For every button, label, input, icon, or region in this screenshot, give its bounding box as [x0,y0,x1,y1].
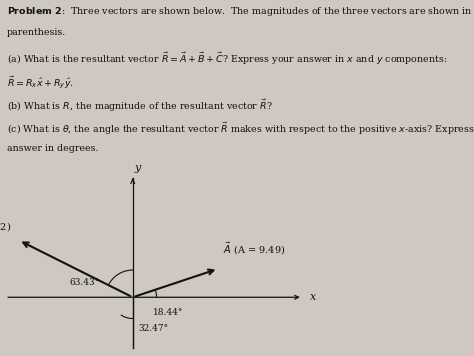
Text: x: x [310,292,316,302]
Text: (b) What is $R$, the magnitude of the resultant vector $\vec{R}$?: (b) What is $R$, the magnitude of the re… [7,98,273,114]
Text: answer in degrees.: answer in degrees. [7,143,99,152]
Text: (c) What is $\theta$, the angle the resultant vector $\vec{R}$ makes with respec: (c) What is $\theta$, the angle the resu… [7,120,474,137]
Text: y: y [135,163,141,173]
Text: $\vec{R} = R_x\hat{x} + R_y\hat{y}$.: $\vec{R} = R_x\hat{x} + R_y\hat{y}$. [7,74,74,91]
Text: (a) What is the resultant vector $\vec{R} = \vec{A} + \vec{B} + \vec{C}$? Expres: (a) What is the resultant vector $\vec{R… [7,51,447,67]
Text: parenthesis.: parenthesis. [7,28,66,37]
Text: 63.43°: 63.43° [69,278,100,287]
Text: 18.44°: 18.44° [153,308,183,317]
Text: $\vec{A}$ (A = 9.49): $\vec{A}$ (A = 9.49) [223,240,286,257]
Text: $\vec{B}$ (B = 13.42): $\vec{B}$ (B = 13.42) [0,218,11,234]
Text: 32.47°: 32.47° [139,324,169,333]
Text: $\mathbf{Problem\ 2}$:  Three vectors are shown below.  The magnitudes of the th: $\mathbf{Problem\ 2}$: Three vectors are… [7,5,473,18]
